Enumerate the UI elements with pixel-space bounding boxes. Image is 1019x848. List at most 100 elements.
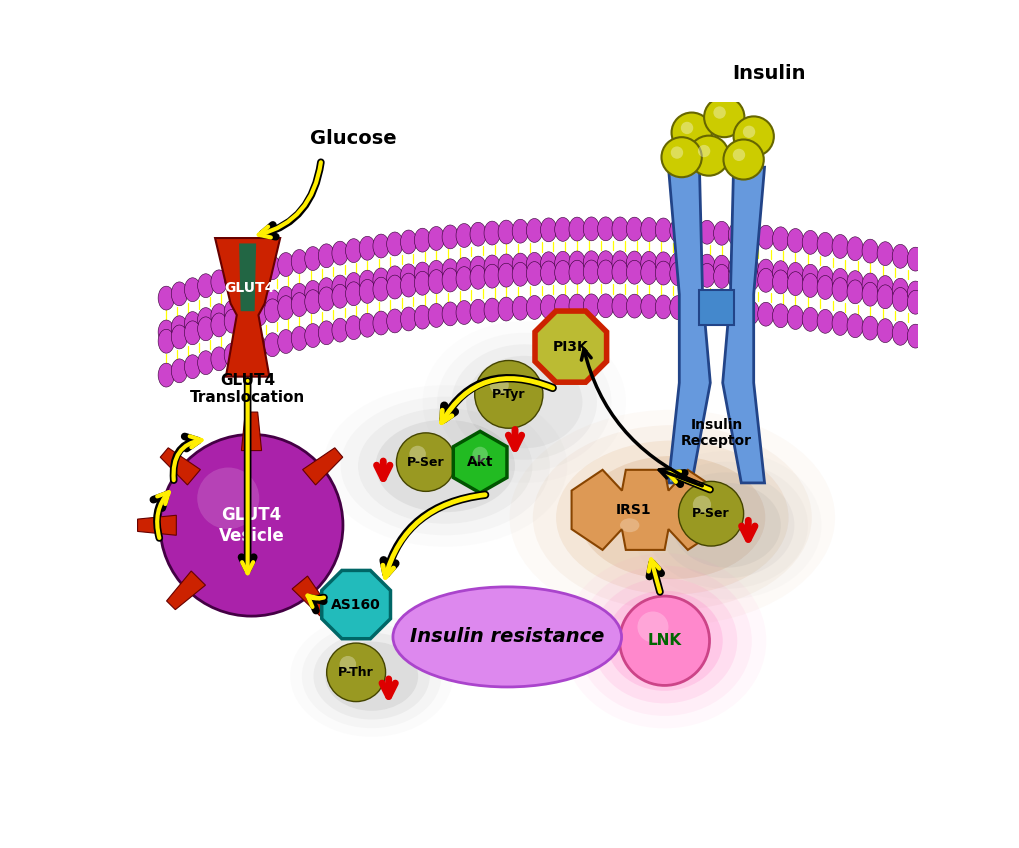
Circle shape [197,467,259,529]
Ellipse shape [654,218,671,242]
Circle shape [671,113,711,153]
Ellipse shape [832,277,848,302]
Ellipse shape [787,262,803,287]
Ellipse shape [861,273,877,297]
Ellipse shape [698,254,714,278]
Ellipse shape [816,310,833,333]
Ellipse shape [562,553,765,728]
Text: Insulin resistance: Insulin resistance [410,628,604,646]
Ellipse shape [742,258,758,282]
Ellipse shape [532,425,811,610]
Ellipse shape [224,266,240,290]
Ellipse shape [358,408,532,524]
Ellipse shape [620,518,639,533]
Ellipse shape [466,356,582,449]
Ellipse shape [816,276,833,299]
Ellipse shape [470,265,486,289]
Ellipse shape [184,311,201,336]
Polygon shape [238,243,256,311]
Text: Insulin: Insulin [732,64,805,82]
Ellipse shape [359,280,375,304]
Ellipse shape [512,262,528,287]
Ellipse shape [171,359,187,382]
Ellipse shape [787,305,803,329]
Ellipse shape [713,255,730,279]
Ellipse shape [198,351,214,375]
Ellipse shape [305,290,321,314]
Ellipse shape [224,310,240,333]
Text: P-Ser: P-Ser [692,507,730,520]
Ellipse shape [224,300,240,324]
Ellipse shape [291,249,307,273]
Ellipse shape [583,260,599,284]
Ellipse shape [654,295,671,319]
Ellipse shape [606,591,722,691]
Ellipse shape [669,296,686,320]
Ellipse shape [237,339,254,364]
Ellipse shape [569,217,585,241]
Ellipse shape [892,287,908,311]
Ellipse shape [597,251,613,275]
Ellipse shape [414,228,430,252]
Ellipse shape [386,309,403,333]
Ellipse shape [386,266,403,290]
Ellipse shape [713,265,730,288]
Ellipse shape [373,268,389,292]
Ellipse shape [832,311,848,336]
Ellipse shape [684,297,700,321]
Polygon shape [242,412,261,450]
Ellipse shape [470,222,486,246]
Ellipse shape [540,252,556,276]
Ellipse shape [684,254,700,277]
Ellipse shape [846,237,862,260]
Ellipse shape [583,251,599,275]
Ellipse shape [907,248,923,271]
Ellipse shape [428,304,444,327]
Ellipse shape [669,253,686,276]
Circle shape [703,98,744,137]
Text: GLUT4
Vesicle: GLUT4 Vesicle [218,506,284,544]
Ellipse shape [801,308,817,332]
Ellipse shape [359,271,375,294]
Circle shape [409,446,426,462]
Ellipse shape [698,220,714,244]
Ellipse shape [455,258,472,282]
Ellipse shape [832,235,848,259]
Ellipse shape [318,287,334,311]
Ellipse shape [861,282,877,306]
Ellipse shape [626,251,642,275]
Ellipse shape [626,294,642,318]
Ellipse shape [816,266,833,290]
Ellipse shape [698,264,714,287]
Ellipse shape [555,441,788,594]
Ellipse shape [305,324,321,348]
Ellipse shape [386,275,403,299]
Polygon shape [571,470,718,550]
Ellipse shape [237,263,254,287]
Ellipse shape [669,219,686,243]
Ellipse shape [251,302,267,326]
Ellipse shape [583,217,599,241]
Ellipse shape [331,318,347,342]
Ellipse shape [318,321,334,345]
Ellipse shape [345,282,362,305]
Ellipse shape [742,224,758,248]
Polygon shape [303,448,342,485]
Ellipse shape [400,273,417,297]
Ellipse shape [414,305,430,329]
Circle shape [712,106,726,119]
Text: Akt: Akt [467,455,493,469]
Ellipse shape [375,420,515,512]
Ellipse shape [497,254,514,278]
Ellipse shape [611,294,628,318]
Ellipse shape [158,320,174,344]
Ellipse shape [597,217,613,241]
Ellipse shape [428,270,444,293]
Ellipse shape [640,260,656,285]
Ellipse shape [757,268,773,293]
Ellipse shape [441,259,458,282]
Text: Insulin
Receptor: Insulin Receptor [681,418,751,448]
Polygon shape [138,516,176,535]
Ellipse shape [305,247,321,271]
Ellipse shape [728,299,744,323]
